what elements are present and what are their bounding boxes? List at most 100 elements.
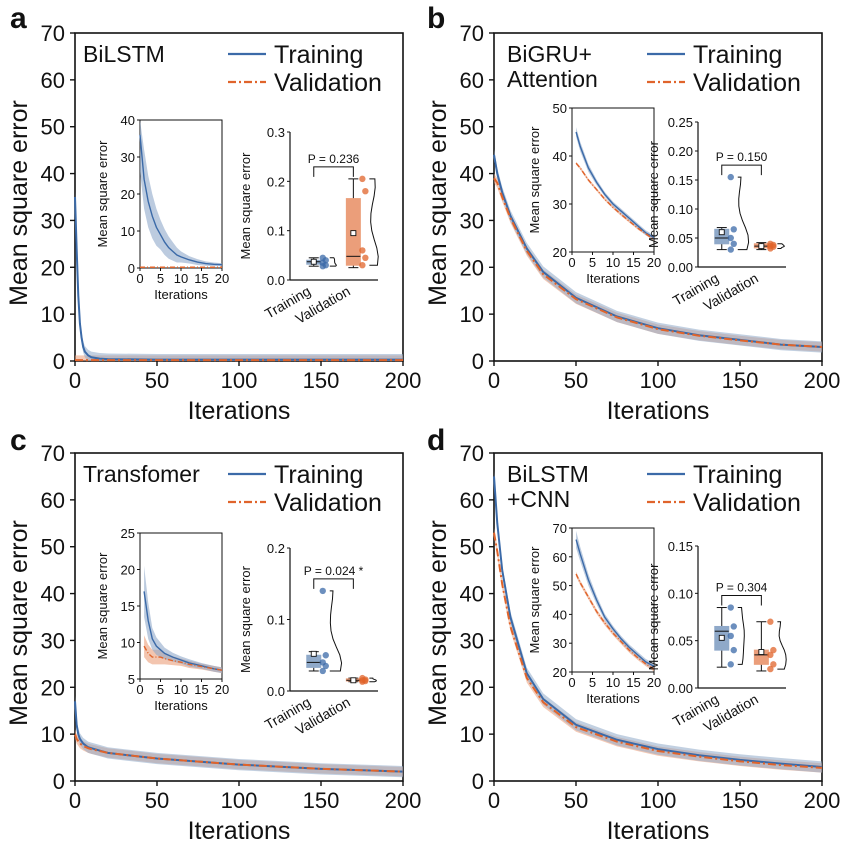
inset-line-chart: 0 5 10 15 20 20 30 40 50 Iterations Mean square er… (527, 101, 661, 286)
inset-band (144, 635, 222, 674)
box-data-point (730, 623, 737, 630)
box-y-tick-label: 0.00 (668, 260, 693, 275)
inset-x-tick-label: 15 (194, 271, 208, 286)
x-tick-label: 200 (385, 368, 422, 393)
box-violin-outline (329, 590, 343, 672)
box-data-point (359, 262, 366, 269)
series-band (75, 695, 403, 778)
inset-series-line (575, 131, 655, 239)
inset-y-tick-label: 30 (553, 636, 567, 651)
box-y-tick-label: 0.15 (668, 173, 693, 188)
inset-x-axis-label: Iterations (154, 698, 208, 713)
x-tick-label: 0 (69, 368, 81, 393)
inset-x-tick-label: 15 (626, 255, 640, 270)
box-y-tick-label: 0.05 (668, 231, 693, 246)
y-axis-label: Mean square error (5, 100, 33, 306)
box-data-point (767, 240, 774, 247)
inset-y-tick-label: 40 (121, 113, 135, 128)
inset-y-tick-label: 20 (553, 245, 567, 260)
inset-band (140, 120, 222, 267)
box-data-point (727, 173, 734, 181)
box-data-point (727, 234, 734, 242)
x-tick-label: 50 (145, 788, 169, 813)
legend-label-validation: Validation (693, 489, 801, 517)
y-tick-label: 70 (460, 21, 484, 46)
significance-bracket (313, 166, 354, 177)
legend-label-training: Training (693, 461, 782, 489)
inset-frame (139, 119, 223, 269)
y-tick-label: 30 (41, 628, 65, 653)
y-axis-label: Mean square error (424, 520, 452, 726)
inset-y-tick-label: 5 (128, 672, 135, 687)
inset-y-tick-label: 50 (553, 579, 567, 594)
y-tick-label: 20 (41, 675, 65, 700)
y-axis-label: Mean square error (424, 100, 452, 306)
panel-a: a0 50 100 150 200010203040506070IterationsMe… (5, 2, 421, 425)
box-data-point (359, 247, 366, 254)
inset-x-tick-label: 20 (215, 271, 229, 286)
model-label: Attention (507, 66, 598, 92)
x-axis-label: Iterations (607, 397, 710, 425)
inset-x-tick-label: 10 (606, 675, 620, 690)
y-tick-label: 40 (41, 582, 65, 607)
box-data-point (770, 646, 777, 654)
box-data-point (730, 240, 737, 247)
box-y-tick-label: 0.1 (267, 224, 285, 239)
inset-x-tick-label: 15 (626, 675, 640, 690)
x-axis-label: Iterations (188, 397, 291, 425)
panel-letter: b (427, 2, 445, 35)
inset-x-tick-label: 5 (157, 271, 164, 286)
box-data-point (359, 674, 366, 682)
model-label: Transfomer (83, 461, 200, 487)
y-tick-label: 50 (460, 115, 484, 140)
panel-letter: d (427, 424, 445, 457)
x-tick-label: 100 (221, 368, 258, 393)
y-tick-label: 0 (53, 349, 65, 374)
inset-x-tick-label: 20 (647, 675, 661, 690)
inset-series-line (143, 591, 223, 671)
model-label: +CNN (507, 486, 570, 512)
series-line-validation (493, 532, 823, 769)
box-y-tick-label: 0.15 (668, 539, 693, 554)
y-tick-label: 10 (460, 722, 484, 747)
inset-y-tick-label: 15 (121, 599, 135, 614)
inset-x-tick-label: 10 (174, 682, 188, 697)
box-y-tick-label: 0.10 (668, 202, 693, 217)
inset-x-tick-label: 0 (568, 675, 575, 690)
inset-x-axis-label: Iterations (586, 271, 640, 286)
inset-y-tick-label: 50 (553, 101, 567, 116)
inset-y-tick-label: 25 (121, 526, 135, 541)
inset-y-tick-label: 40 (553, 149, 567, 164)
inset-y-tick-label: 20 (121, 187, 135, 202)
inset-y-axis-label: Mean square error (527, 546, 542, 654)
box-data-point (319, 254, 326, 261)
box-y-tick-label: 0.10 (668, 586, 693, 601)
box-violin-outline (369, 677, 377, 683)
box-bg (290, 548, 378, 691)
p-value-label: P = 0.304 (716, 581, 768, 595)
inset-series-line (575, 539, 655, 667)
y-tick-label: 30 (41, 208, 65, 233)
inset-x-tick-label: 5 (589, 675, 596, 690)
model-label: BiGRU+ (507, 41, 592, 67)
inset-y-axis-label: Mean square error (95, 140, 110, 248)
legend-label-validation: Validation (274, 489, 382, 517)
x-tick-label: 50 (145, 368, 169, 393)
series-line-training (493, 154, 823, 348)
inset-line-chart: 0 5 10 15 20 20 30 40 50 60 70 Iterations Mean squar… (527, 521, 661, 706)
box-y-tick-label: 0.20 (668, 144, 693, 159)
y-tick-label: 0 (472, 769, 484, 794)
box-mean-marker (310, 258, 317, 265)
y-tick-label: 20 (460, 675, 484, 700)
inset-x-tick-label: 5 (589, 255, 596, 270)
box-y-tick-label: 0.0 (267, 273, 285, 288)
box-data-point (362, 254, 369, 261)
inset-line-chart: 0 5 10 15 20 5 10 15 20 25 Iterations Mean square e… (95, 526, 229, 713)
box-data-point (727, 604, 734, 611)
box-y-tick-label: 0.2 (267, 174, 285, 189)
inset-y-tick-label: 70 (553, 521, 567, 536)
